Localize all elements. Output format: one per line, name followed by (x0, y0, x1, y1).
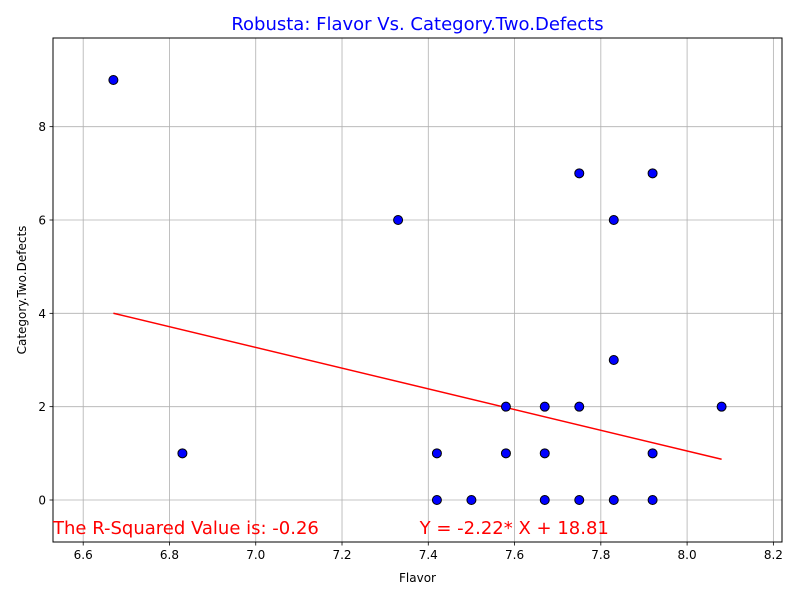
data-point (177, 448, 188, 459)
annotation-text: Y = -2.22* X + 18.81 (419, 518, 609, 539)
data-point (574, 168, 585, 179)
x-axis-ticks: 6.6 6.8 7.0 7.2 7.4 7.6 7.8 8.0 8.2 (74, 542, 783, 562)
data-point (608, 495, 619, 505)
data-point (539, 401, 550, 412)
data-point (539, 495, 550, 505)
annotation-text: The R-Squared Value is: -0.26 (52, 518, 319, 539)
data-point (608, 215, 619, 225)
data-point (108, 75, 119, 85)
data-point (539, 448, 550, 459)
y-tick-label: 4 (38, 307, 46, 321)
data-point (500, 401, 511, 412)
data-point (466, 495, 477, 505)
points-layer (108, 75, 727, 505)
y-tick-label: 0 (38, 494, 46, 508)
data-point (431, 495, 442, 505)
data-point (647, 495, 658, 505)
x-tick-label: 8.2 (764, 548, 783, 562)
y-tick-label: 2 (38, 400, 46, 414)
x-tick-label: 6.6 (74, 548, 93, 562)
x-tick-label: 7.2 (332, 548, 351, 562)
data-point (574, 495, 585, 505)
x-tick-label: 7.8 (591, 548, 610, 562)
data-point (500, 448, 511, 459)
grid-layer (53, 38, 782, 542)
annotations-layer: The R-Squared Value is: -0.26 Y = -2.22* … (52, 518, 609, 539)
data-point (647, 448, 658, 459)
regression-line (113, 312, 722, 461)
data-point (574, 401, 585, 412)
y-axis-ticks: 0 2 4 6 8 (38, 120, 53, 508)
y-tick-label: 8 (38, 120, 46, 134)
x-tick-label: 8.0 (678, 548, 697, 562)
y-tick-label: 6 (38, 214, 46, 228)
x-axis-title: Flavor (399, 571, 436, 585)
data-point (431, 448, 442, 459)
data-point (716, 401, 727, 412)
x-tick-label: 7.4 (419, 548, 438, 562)
x-tick-label: 6.8 (160, 548, 179, 562)
y-axis-title: Category.Two.Defects (15, 226, 29, 355)
plot-area-frame (52, 37, 783, 543)
x-tick-label: 7.6 (505, 548, 524, 562)
data-point (608, 355, 619, 365)
x-tick-label: 7.0 (246, 548, 265, 562)
data-point (647, 168, 658, 179)
chart-title: Robusta: Flavor Vs. Category.Two.Defects (231, 14, 603, 35)
data-point (393, 215, 404, 225)
regression-layer (113, 312, 722, 461)
